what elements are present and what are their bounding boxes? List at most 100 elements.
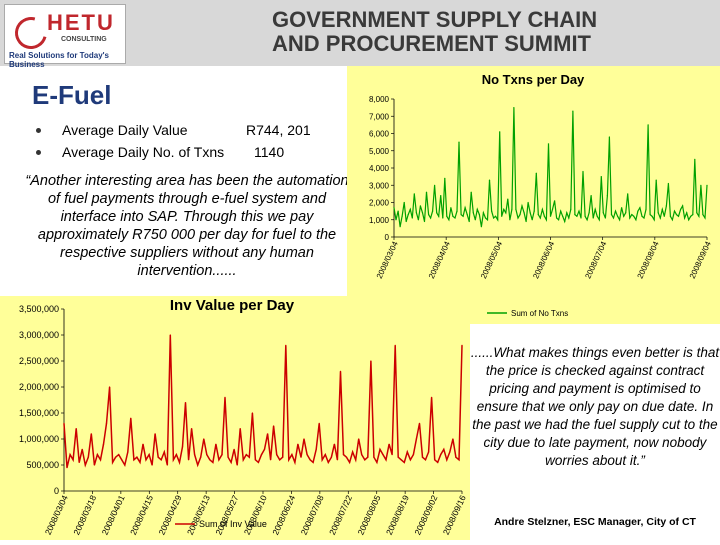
data-point <box>288 459 290 461</box>
summit-banner: HETU CONSULTING Real Solutions for Today… <box>0 0 720 69</box>
data-point <box>96 454 98 456</box>
legend-label: Sum of No Txns <box>511 309 568 318</box>
data-point <box>661 208 663 210</box>
data-point <box>505 212 507 214</box>
data-point <box>531 219 533 221</box>
data-point <box>665 205 667 207</box>
data-point <box>294 461 296 463</box>
data-point <box>206 454 208 456</box>
data-point <box>657 212 659 214</box>
data-point <box>497 219 499 221</box>
data-point <box>647 124 649 126</box>
data-point <box>385 459 387 461</box>
data-point <box>315 448 317 450</box>
data-point <box>233 448 235 450</box>
data-point <box>388 443 390 445</box>
data-point <box>438 215 440 217</box>
data-point <box>482 212 484 214</box>
data-point <box>121 459 123 461</box>
x-tick-label: 2008/04/29 <box>156 493 183 536</box>
data-point <box>547 143 550 145</box>
data-point <box>291 454 293 456</box>
data-point <box>236 464 238 466</box>
data-point <box>464 207 466 209</box>
data-point <box>75 428 77 430</box>
x-tick-label: 2008/07/22 <box>327 493 354 536</box>
data-point <box>499 131 501 133</box>
txns-chart-svg: No Txns per Day 0 1,000 2,000 3,000 4,000 5,00… <box>369 72 713 318</box>
data-point <box>209 459 211 461</box>
data-point <box>527 201 529 204</box>
y-tick-label: 1,000,000 <box>19 434 59 444</box>
data-point <box>574 214 576 216</box>
data-point <box>413 193 415 195</box>
data-point <box>539 217 541 219</box>
data-point <box>659 217 661 219</box>
y-tick-label: 2,000,000 <box>19 382 59 392</box>
y-tick-label: 4,000 <box>369 164 390 173</box>
data-point <box>440 454 442 456</box>
data-point <box>598 219 600 221</box>
data-point <box>245 454 247 456</box>
data-point <box>671 219 673 221</box>
data-point <box>493 217 495 219</box>
data-point <box>81 448 83 450</box>
data-point <box>614 210 617 212</box>
summit-title: GOVERNMENT SUPPLY CHAIN AND PROCUREMENT … <box>272 8 597 56</box>
data-point <box>145 459 147 461</box>
data-point <box>466 214 468 216</box>
data-point <box>702 214 704 216</box>
data-point <box>566 212 568 214</box>
data-point <box>450 207 452 209</box>
logo-name: HETU <box>47 10 115 35</box>
data-point <box>688 219 690 221</box>
y-tick-label: 2,000 <box>369 199 390 208</box>
summit-title-line2: AND PROCUREMENT SUMMIT <box>272 31 591 56</box>
data-point <box>480 226 482 228</box>
data-point <box>460 214 462 216</box>
data-point <box>690 215 692 217</box>
data-point <box>484 217 487 219</box>
data-point <box>651 215 653 217</box>
data-point <box>349 461 351 463</box>
data-point <box>535 172 537 174</box>
data-point <box>90 433 92 435</box>
data-point <box>623 215 625 217</box>
data-point <box>545 219 547 221</box>
data-point <box>78 461 80 463</box>
data-point <box>263 448 266 450</box>
data-point <box>437 461 439 463</box>
data-point <box>418 422 421 424</box>
data-point <box>462 215 464 217</box>
data-point <box>352 451 354 453</box>
data-point <box>330 456 332 458</box>
data-point <box>511 208 513 210</box>
data-point <box>570 208 572 210</box>
data-point <box>673 210 676 212</box>
data-point <box>541 208 543 210</box>
data-point <box>436 212 438 214</box>
data-point <box>478 214 480 216</box>
data-point <box>242 459 244 461</box>
data-point <box>706 184 708 186</box>
data-point <box>449 451 451 453</box>
txns-chart: No Txns per Day 0 1,000 2,000 3,000 4,000 5,00… <box>347 66 720 324</box>
data-point <box>619 219 621 221</box>
data-point <box>355 459 357 461</box>
data-point <box>560 210 562 212</box>
data-point <box>303 438 305 440</box>
data-point <box>680 208 682 210</box>
data-point <box>160 459 162 461</box>
data-point <box>421 212 424 214</box>
data-point <box>486 219 489 221</box>
data-point <box>260 454 263 456</box>
data-point <box>409 459 411 461</box>
y-tick-label: 3,500,000 <box>19 304 59 314</box>
stat-label-daily-value: Average Daily Value <box>62 122 188 138</box>
y-tick-label: 7,000 <box>369 112 390 121</box>
data-point <box>600 176 602 178</box>
data-point <box>694 158 696 160</box>
x-tick-label: 2008/03/18 <box>71 493 98 536</box>
data-point <box>491 210 493 212</box>
x-tick-label: 2008/05/27 <box>213 493 240 536</box>
